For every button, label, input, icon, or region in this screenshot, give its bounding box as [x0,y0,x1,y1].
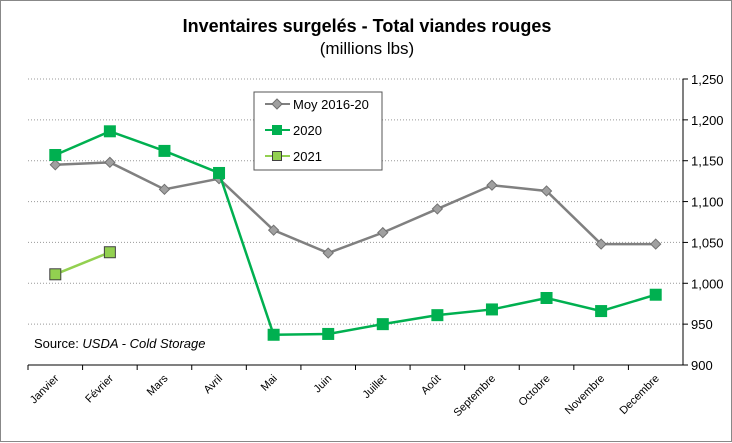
data-point [649,288,662,301]
data-point [158,183,171,196]
y-tick-label: 1,200 [691,113,724,128]
y-tick-label: 1,000 [691,276,724,291]
data-point [49,159,61,171]
data-point [267,328,280,341]
legend: Moy 2016-20 2020 2021 [253,91,383,171]
y-tick-label: 1,250 [691,72,724,87]
data-point [213,166,226,179]
series-line-2020 [54,129,657,337]
x-tick-label: Novembre [563,373,607,417]
data-point [377,226,389,239]
data-point [595,305,608,318]
series-line-2021 [54,251,111,276]
x-tick-label: Mai [259,373,280,394]
data-point [267,224,280,236]
x-tick-label: Janvier [28,372,62,406]
data-point [158,144,171,157]
source-name: USDA - Cold Storage [82,336,205,351]
x-tick-label: Février [83,372,116,405]
x-tick-label: Octobre [517,373,553,409]
x-tick-label: Juillet [361,373,389,401]
data-point [485,303,498,316]
data-point [540,291,553,304]
x-tick-label: Septembre [452,373,499,420]
source-annotation: Source: USDA - Cold Storage [34,336,206,351]
y-tick-label: 900 [691,358,713,373]
x-tick-label: Juin [312,373,335,396]
data-point [431,309,444,322]
data-point [540,185,553,197]
data-point [49,268,62,281]
y-tick-label: 1,150 [691,154,724,169]
legend-label: 2021 [293,149,322,164]
data-point [104,156,116,169]
data-point [103,246,116,259]
data-point [103,125,116,138]
data-point [376,318,389,331]
data-point [322,247,334,259]
chart-subtitle: (millions lbs) [320,39,414,58]
legend-label: Moy 2016-20 [293,97,369,112]
x-tick-label: Août [419,373,443,397]
chart-title: Inventaires surgelés - Total viandes rou… [183,16,552,36]
data-point [49,148,62,161]
data-point [650,238,662,250]
x-tick-label: Mars [145,372,171,398]
y-tick-label: 950 [691,317,713,332]
legend-marker [272,151,282,161]
series-line-moy-2016-20 [55,161,656,255]
data-point [431,203,444,215]
legend-marker [271,98,283,110]
legend-marker [272,125,282,135]
data-point [322,327,335,340]
data-point [595,238,607,250]
y-tick-label: 1,050 [691,235,724,250]
x-tick-label: Avril [202,373,225,396]
y-tick-label: 1,100 [691,195,724,210]
data-point [486,179,498,191]
source-prefix: Source: [34,336,82,351]
legend-label: 2020 [293,123,322,138]
x-tick-label: Decembre [617,373,661,417]
